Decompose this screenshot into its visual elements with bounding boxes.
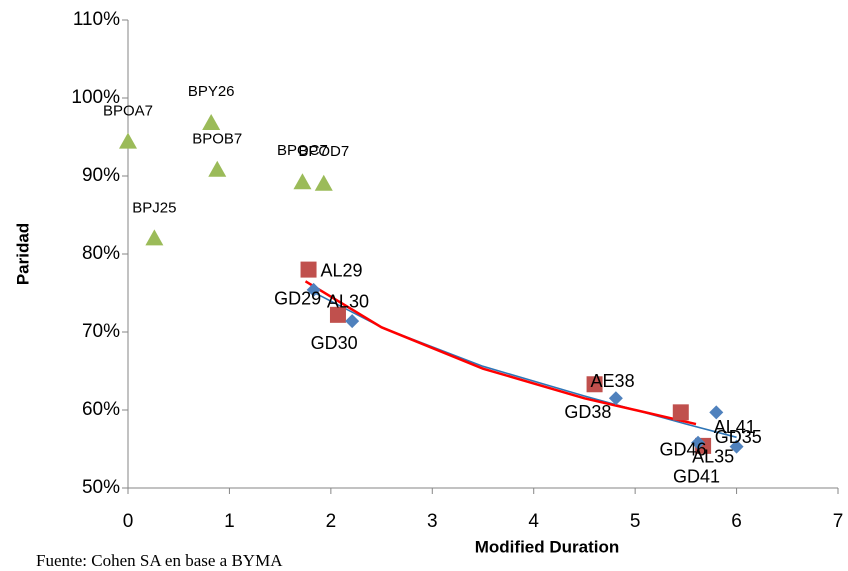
point bbox=[208, 160, 227, 177]
y-tick-label: 110% bbox=[73, 9, 120, 30]
point bbox=[314, 174, 333, 191]
x-tick-label: 0 bbox=[123, 511, 134, 532]
point-label: AL41 bbox=[714, 417, 756, 437]
point-label: GD38 bbox=[564, 402, 611, 422]
point bbox=[691, 435, 706, 450]
point bbox=[306, 282, 321, 297]
y-tick-label: 70% bbox=[82, 321, 120, 342]
y-tick-label: 60% bbox=[82, 399, 120, 420]
trend-line bbox=[310, 289, 737, 439]
point-label: BPJ25 bbox=[132, 199, 176, 216]
point-label: BPY26 bbox=[188, 83, 235, 100]
x-tick-label: 7 bbox=[833, 511, 844, 532]
x-tick-label: 1 bbox=[224, 511, 235, 532]
point bbox=[202, 113, 221, 130]
point bbox=[586, 376, 603, 393]
point bbox=[345, 314, 360, 329]
point bbox=[119, 132, 137, 149]
point-label: GD41 bbox=[673, 466, 720, 486]
point bbox=[145, 229, 164, 246]
point-label: BPOD7 bbox=[298, 143, 349, 160]
x-tick-label: 6 bbox=[731, 511, 742, 532]
x-tick-label: 3 bbox=[427, 511, 438, 532]
point bbox=[672, 404, 689, 421]
point-label: AL35 bbox=[692, 447, 734, 467]
point-label: GD35 bbox=[715, 427, 762, 447]
x-tick-label: 5 bbox=[630, 511, 641, 532]
point-label: AE38 bbox=[591, 371, 635, 391]
point bbox=[293, 173, 312, 190]
point-label: BPOB7 bbox=[192, 131, 242, 148]
point-label: AL30 bbox=[327, 292, 369, 312]
point-label: BPOA7 bbox=[103, 103, 153, 120]
point-label: GD46 bbox=[660, 440, 707, 460]
y-tick-label: 90% bbox=[82, 165, 120, 186]
source-note: Fuente: Cohen SA en base a BYMA bbox=[36, 551, 283, 570]
x-tick-label: 2 bbox=[326, 511, 337, 532]
trend-line bbox=[304, 280, 697, 426]
point bbox=[608, 391, 623, 406]
point bbox=[329, 306, 346, 323]
point-label: GD29 bbox=[274, 289, 321, 309]
y-tick-label: 100% bbox=[71, 87, 120, 108]
point bbox=[729, 439, 744, 454]
y-axis-label: Paridad bbox=[13, 223, 32, 285]
point-label: BPOC7 bbox=[277, 142, 328, 159]
point-label: GD30 bbox=[311, 333, 358, 353]
point bbox=[300, 261, 317, 278]
y-tick-label: 50% bbox=[82, 477, 120, 498]
y-tick-label: 80% bbox=[82, 243, 120, 264]
x-axis-label: Modified Duration bbox=[475, 537, 619, 556]
point-label: AL29 bbox=[321, 260, 363, 280]
x-tick-label: 4 bbox=[528, 511, 539, 532]
point bbox=[709, 405, 724, 420]
